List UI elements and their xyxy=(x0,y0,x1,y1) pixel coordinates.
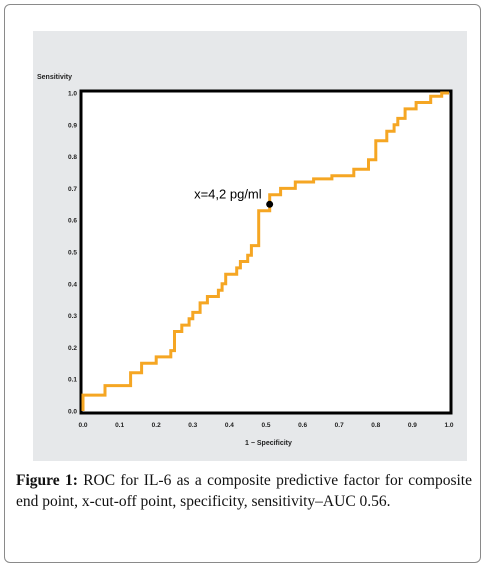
x-tick-label: 1.0 xyxy=(444,422,453,429)
y-tick-label: 0.5 xyxy=(68,250,77,257)
plot-area xyxy=(79,89,453,415)
y-tick-labels: 0.0 0.1 0.2 0.3 0.4 0.5 0.6 0.7 0.8 0.9 1.0 xyxy=(68,91,77,416)
y-tick-label: 0.3 xyxy=(68,313,77,320)
y-tick-label: 0.2 xyxy=(68,345,77,352)
cutoff-point-label: x=4,2 pg/ml xyxy=(194,186,262,201)
x-tick-label: 0.2 xyxy=(152,422,161,429)
figure-label: Figure 1: xyxy=(16,472,78,489)
y-tick-label: 0.0 xyxy=(68,409,77,416)
y-axis-label: Sensitivity xyxy=(37,74,72,81)
y-tick-label: 1.0 xyxy=(68,91,77,98)
x-tick-label: 0.6 xyxy=(298,422,307,429)
y-tick-label: 0.4 xyxy=(68,281,77,288)
x-axis-label: 1 − Specificity xyxy=(245,440,292,447)
figure-caption: Figure 1: ROC for IL-6 as a composite pr… xyxy=(16,470,472,512)
x-tick-label: 0.3 xyxy=(188,422,197,429)
roc-chart: Sensitivity 1 − Specificity 0.0 0.1 0.2 0.3… xyxy=(37,74,454,447)
y-tick-label: 0.7 xyxy=(68,186,77,193)
x-tick-label: 0.8 xyxy=(371,422,380,429)
y-tick-label: 0.1 xyxy=(68,377,77,384)
figure-frame: Sensitivity 1 − Specificity 0.0 0.1 0.2 0.3… xyxy=(4,4,481,563)
x-tick-label: 0.9 xyxy=(408,422,417,429)
roc-curve xyxy=(81,91,449,411)
y-tick-label: 0.6 xyxy=(68,218,77,225)
y-tick-label: 0.8 xyxy=(68,154,77,161)
x-tick-label: 0.1 xyxy=(115,422,124,429)
x-tick-label: 0.7 xyxy=(335,422,344,429)
x-tick-label: 0.4 xyxy=(225,422,234,429)
caption-text: ROC for IL-6 as a composite predictive f… xyxy=(16,472,472,510)
y-tick-label: 0.9 xyxy=(68,122,77,129)
cutoff-point-marker xyxy=(266,200,274,208)
x-tick-labels: 0.0 0.1 0.2 0.3 0.4 0.5 0.6 0.7 0.8 0.9 1.0 xyxy=(78,422,453,429)
x-tick-label: 0.0 xyxy=(78,422,87,429)
x-tick-label: 0.5 xyxy=(261,422,270,429)
chart-panel: Sensitivity 1 − Specificity 0.0 0.1 0.2 0.3… xyxy=(33,31,467,461)
